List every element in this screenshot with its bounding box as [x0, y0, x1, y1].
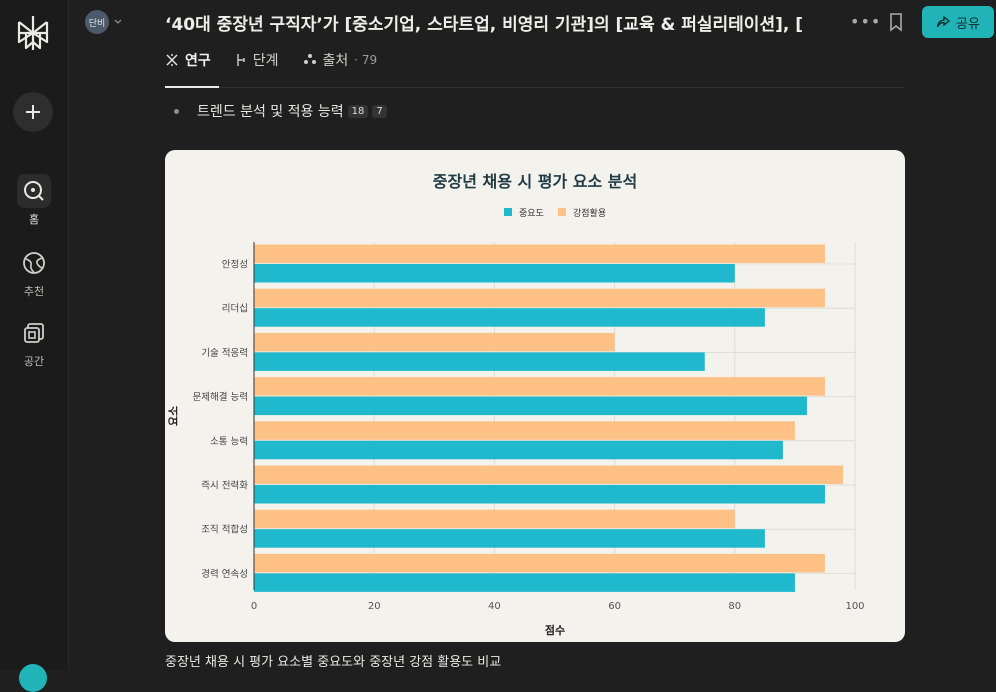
bar-importance — [254, 264, 735, 283]
tab-divider — [165, 87, 905, 88]
sidebar-item-label: 추천 — [23, 285, 45, 298]
list-item: 트렌드 분석 및 적용 능력 18 7 — [174, 101, 387, 121]
search-circle-icon — [24, 181, 44, 201]
legend-swatch-importance — [504, 208, 512, 216]
bullet-text: 트렌드 분석 및 적용 능력 — [197, 104, 344, 120]
sidebar-item-label: 공간 — [23, 355, 45, 368]
sidebar-item-spaces[interactable]: 공간 — [0, 316, 68, 369]
chevron-down-icon — [114, 19, 122, 24]
category-label: 리더십 — [222, 304, 248, 315]
steps-icon — [237, 54, 245, 66]
legend-label-strength: 강점활용 — [573, 207, 606, 219]
category-label: 즉시 전력화 — [201, 480, 248, 492]
tab-label: 출처 — [322, 53, 349, 69]
bars — [254, 244, 843, 592]
chart-caption: 중장년 채용 시 평가 요소별 중요도와 중장년 강점 활용도 비교 — [165, 655, 502, 670]
bar-strength — [254, 553, 825, 573]
bar-importance — [254, 440, 783, 460]
sidebar-item-discover[interactable]: 추천 — [0, 246, 68, 299]
category-label: 조직 적합성 — [201, 524, 248, 536]
plus-icon — [26, 105, 40, 119]
x-tick-label: 20 — [368, 601, 381, 612]
y-axis-label: 요소 — [167, 406, 180, 426]
perplexity-logo-icon[interactable] — [14, 14, 52, 52]
x-tick-label: 40 — [488, 601, 501, 612]
legend: 중요도 강점활용 — [504, 207, 606, 219]
bookmark-icon[interactable] — [887, 12, 905, 32]
globe-icon — [23, 252, 45, 274]
sidebar-item-home[interactable]: 홈 — [0, 174, 68, 227]
more-options-icon[interactable]: ••• — [850, 12, 882, 31]
tab-sources[interactable]: 출처 · 79 — [303, 50, 378, 70]
notification-avatar[interactable] — [19, 664, 47, 692]
x-tick-label: 100 — [845, 601, 864, 612]
x-tick-label: 0 — [251, 601, 257, 612]
category-label: 문제해결 능력 — [193, 391, 248, 403]
bar-strength — [254, 244, 825, 263]
bar-strength — [254, 332, 615, 352]
x-tick-label: 60 — [608, 601, 621, 612]
bar-importance — [254, 573, 795, 592]
sources-icon — [303, 54, 316, 64]
sidebar: 홈 추천 공간 — [0, 0, 69, 692]
spaces-icon — [24, 323, 44, 343]
category-label: 기술 적응력 — [201, 347, 248, 359]
sidebar-item-label: 홈 — [28, 213, 40, 226]
share-icon — [936, 15, 951, 28]
share-button[interactable]: 공유 — [922, 6, 994, 38]
share-label: 공유 — [956, 16, 980, 32]
bar-importance — [254, 308, 765, 327]
user-menu[interactable]: 단비 — [85, 10, 123, 34]
legend-label-importance: 중요도 — [519, 208, 544, 219]
category-label: 경력 연속성 — [201, 568, 248, 580]
tab-bar: 연구 단계 출처 · 79 — [165, 50, 377, 70]
x-axis-label: 점수 — [545, 623, 565, 637]
citation-badge[interactable]: 18 — [347, 104, 369, 118]
category-label: 안정성 — [222, 260, 248, 271]
bar-importance — [254, 352, 705, 371]
bar-importance — [254, 485, 825, 504]
tab-steps[interactable]: 단계 — [235, 50, 279, 70]
category-label: 소통 능력 — [210, 435, 248, 447]
active-tab-indicator — [165, 86, 219, 88]
bar-strength — [254, 377, 825, 396]
research-icon — [166, 54, 178, 66]
tab-label: 연구 — [185, 53, 211, 69]
bar-strength — [254, 421, 795, 440]
bar-strength — [254, 509, 735, 529]
bar-importance — [254, 396, 807, 416]
x-tick-labels: 0 20 40 60 80 100 — [251, 601, 865, 612]
x-tick-label: 80 — [728, 601, 741, 612]
tab-research[interactable]: 연구 — [165, 50, 211, 70]
bar-strength — [254, 465, 843, 484]
avatar: 단비 — [85, 10, 109, 34]
new-thread-button[interactable] — [13, 92, 53, 132]
citation-badge[interactable]: 7 — [372, 104, 387, 118]
sources-count: · 79 — [354, 53, 378, 67]
bar-strength — [254, 288, 825, 308]
page-title: ‘40대 중장년 구직자’가 [중소기업, 스타트업, 비영리 기관]의 [교육… — [165, 15, 804, 35]
bullet-dot — [174, 108, 179, 114]
bar-importance — [254, 529, 765, 548]
legend-swatch-strength — [558, 208, 566, 216]
chart-title: 중장년 채용 시 평가 요소 분석 — [433, 172, 638, 191]
tab-label: 단계 — [252, 53, 279, 69]
